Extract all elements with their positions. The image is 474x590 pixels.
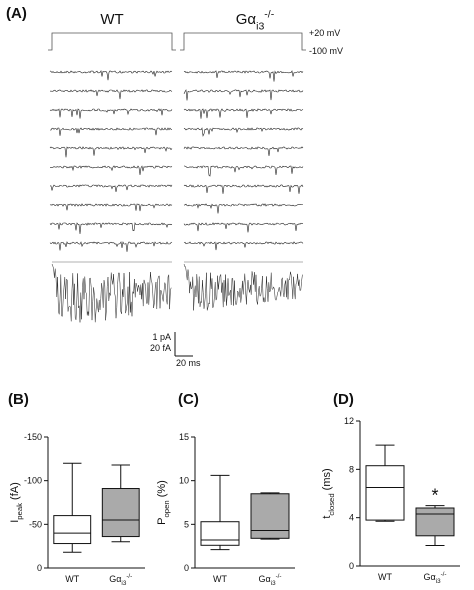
y-axis-label-part: (fA)	[9, 482, 21, 503]
current-trace	[49, 70, 173, 81]
current-trace	[183, 222, 304, 233]
x-tick-label: WT	[378, 572, 392, 582]
x-tick-label-part: Gα	[109, 574, 121, 584]
y-axis-label: tclosed (ms)	[321, 468, 336, 518]
group-label: WT	[100, 11, 123, 28]
box	[200, 521, 240, 546]
step-high-label: +20 mV	[309, 28, 340, 38]
y-axis-label-part: t	[321, 516, 333, 519]
y-tick-label: 0	[37, 563, 42, 573]
y-tick-label: -150	[24, 432, 42, 442]
box	[250, 493, 290, 539]
y-tick-label: 0	[349, 561, 354, 571]
box	[365, 465, 405, 521]
y-tick-label: 15	[179, 432, 189, 442]
panel-label: (D)	[333, 391, 354, 408]
y-tick-label: 12	[344, 416, 354, 426]
current-trace	[49, 108, 173, 119]
y-axis-label-part: (ms)	[321, 468, 333, 493]
x-tick-label-part: Gα	[258, 574, 270, 584]
current-trace	[183, 108, 304, 119]
current-trace	[183, 203, 303, 214]
x-tick-label-part: -/-	[126, 573, 132, 580]
current-trace	[183, 241, 304, 251]
y-axis-label-part: peak	[15, 503, 24, 520]
current-trace	[49, 146, 173, 158]
x-tick-label: Gαi3-/-	[258, 573, 281, 587]
current-trace	[49, 222, 173, 235]
y-axis-label-part: (%)	[156, 480, 168, 500]
current-trace	[183, 146, 304, 156]
current-trace	[183, 184, 304, 194]
y-axis-label-part: closed	[327, 493, 336, 515]
y-axis-label: Popen (%)	[156, 480, 171, 525]
x-tick-label: Gαi3-/-	[109, 573, 132, 587]
current-trace	[49, 184, 173, 192]
x-tick-label-part: WT	[213, 574, 227, 584]
group-label-part: Gα	[236, 11, 257, 28]
x-tick-label-part: i3	[271, 580, 276, 587]
x-tick-label-part: i3	[121, 580, 126, 587]
current-trace	[183, 70, 304, 82]
x-tick-label: WT	[65, 574, 79, 584]
box	[53, 515, 92, 545]
ensemble-trace	[183, 263, 303, 311]
box	[101, 488, 140, 538]
step-low-label: -100 mV	[309, 46, 343, 56]
x-tick-label: WT	[213, 574, 227, 584]
scale-label: 20 fA	[150, 343, 171, 353]
y-axis-label-part: I	[9, 520, 21, 523]
x-tick-label-part: WT	[378, 572, 392, 582]
x-tick-label-part: i3	[436, 578, 441, 585]
current-trace	[183, 89, 304, 101]
group-label-part: WT	[100, 11, 123, 28]
box	[415, 507, 455, 537]
y-tick-label: 5	[184, 519, 189, 529]
y-tick-label: 0	[184, 563, 189, 573]
ensemble-trace	[51, 263, 172, 323]
y-tick-label: -50	[29, 519, 42, 529]
x-tick-label-part: -/-	[276, 573, 282, 580]
y-tick-label: 4	[349, 513, 354, 523]
step-protocol	[180, 32, 306, 51]
current-trace	[50, 165, 173, 175]
y-tick-label: 8	[349, 464, 354, 474]
x-tick-label-part: Gα	[423, 572, 435, 582]
current-trace	[183, 127, 304, 137]
current-trace	[49, 241, 173, 252]
group-label-part: -/-	[264, 8, 274, 20]
y-axis-label-part: P	[156, 517, 168, 524]
significance: *	[431, 486, 438, 506]
scale-label: 1 pA	[152, 332, 171, 342]
current-trace	[49, 127, 172, 136]
group-label-part: i3	[256, 20, 264, 32]
current-trace	[49, 89, 173, 100]
step-protocol	[48, 32, 176, 51]
group-label: Gαi3-/-	[236, 8, 275, 32]
panel-label: (A)	[6, 5, 27, 22]
current-trace	[183, 165, 304, 177]
x-tick-label-part: -/-	[441, 571, 447, 578]
x-tick-label: Gαi3-/-	[423, 571, 446, 585]
scale-label: 20 ms	[176, 358, 201, 368]
panel-label: (B)	[8, 391, 29, 408]
current-trace	[49, 203, 173, 212]
y-axis-label-part: open	[162, 500, 171, 517]
y-axis-label: Ipeak (fA)	[9, 482, 24, 523]
y-tick-label: 10	[179, 476, 189, 486]
y-tick-label: -100	[24, 476, 42, 486]
x-tick-label-part: WT	[65, 574, 79, 584]
panel-label: (C)	[178, 391, 199, 408]
